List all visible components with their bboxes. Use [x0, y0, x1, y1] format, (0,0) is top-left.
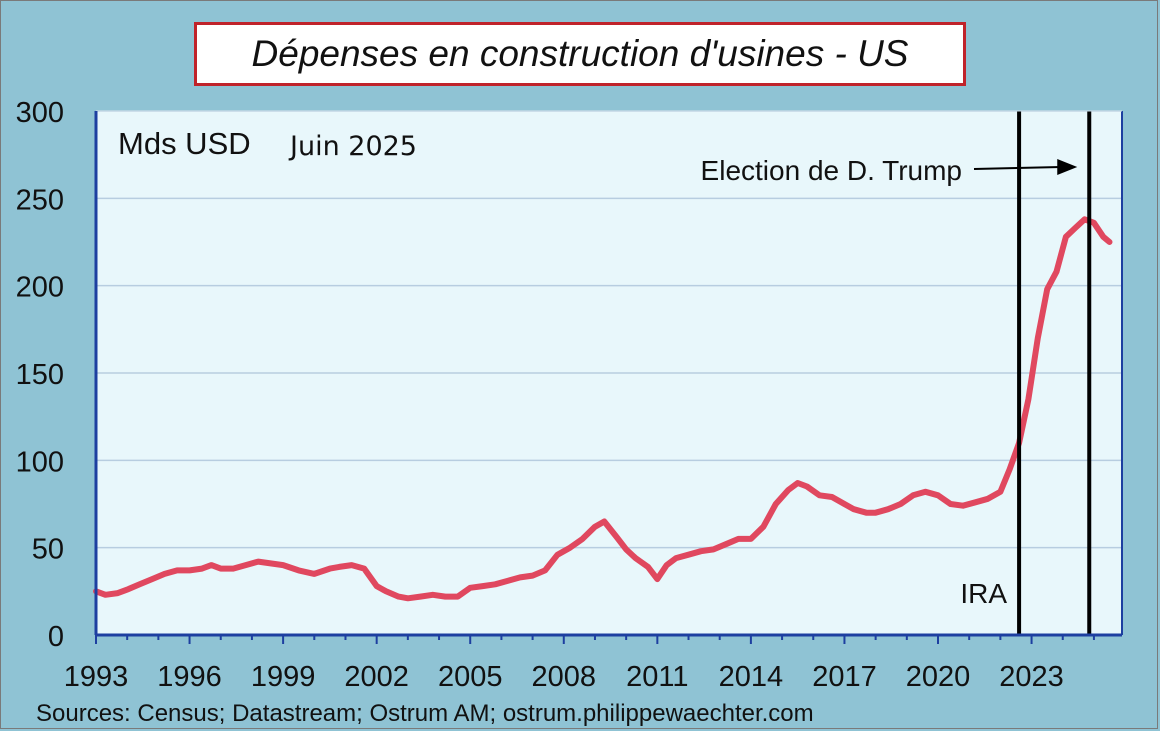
annotation-arrow-line [973, 166, 1062, 170]
annotation-ira: IRA [960, 578, 1007, 609]
x-tick-label: 1999 [251, 661, 316, 693]
chart-title-box: Dépenses en construction d'usines - US [194, 22, 966, 86]
annotations: IRA Election de D. Trump [701, 111, 1092, 635]
annotation-arrow-head [1057, 159, 1078, 175]
x-tick-label: 1996 [157, 661, 222, 693]
y-tick-label: 200 [16, 272, 64, 304]
y-tick-label: 300 [16, 97, 64, 129]
x-tick-label: 2002 [344, 661, 409, 693]
source-note: Sources: Census; Datastream; Ostrum AM; … [36, 700, 814, 727]
y-tick-label: 50 [32, 534, 64, 566]
axes: 0 50 100 150 200 250 300 1993 1996 1999 2002 2005 20… [16, 97, 1123, 693]
chart-title: Dépenses en construction d'usines - US [251, 33, 909, 74]
unit-label: Mds USD [118, 126, 251, 161]
y-tick-label: 100 [16, 446, 64, 478]
series-line [93, 216, 1113, 602]
y-tick-label: 250 [16, 184, 64, 216]
y-tick-label: 0 [48, 621, 64, 653]
x-tick-label: 2020 [906, 661, 971, 693]
x-tick-label: 2005 [438, 661, 503, 693]
x-tick-label: 2017 [812, 661, 877, 693]
x-tick-label: 2008 [532, 661, 597, 693]
x-tick-label: 1993 [64, 661, 129, 693]
date-label: Juin 2025 [288, 131, 417, 162]
y-tick-label: 150 [16, 359, 64, 391]
annotation-election: Election de D. Trump [701, 155, 962, 186]
x-tick-label: 2023 [999, 661, 1064, 693]
series-layer [93, 216, 1113, 602]
x-tick-label: 2014 [719, 661, 784, 693]
x-tick-label: 2011 [626, 661, 688, 693]
